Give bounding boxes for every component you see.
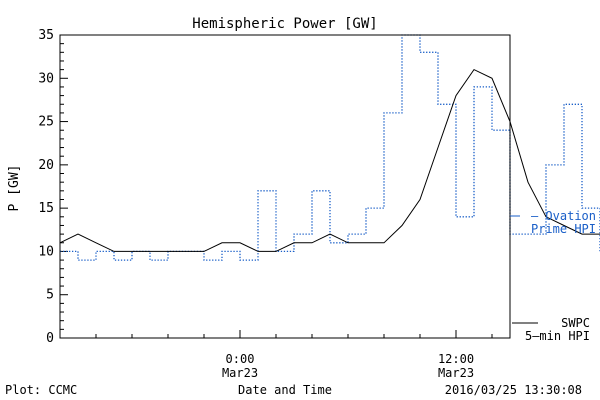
y-tick-label: 30 — [38, 71, 54, 86]
ovation-legend-line-2: Prime HPI — [531, 222, 596, 236]
y-tick-label: 15 — [38, 201, 54, 216]
chart-title: Hemispheric Power [GW] — [192, 16, 377, 32]
y-axis-ticks: 0 5 10 15 20 25 30 35 — [38, 28, 68, 346]
y-tick-label: 20 — [38, 158, 54, 173]
plot-credit: Plot: CCMC — [5, 383, 77, 397]
y-tick-label: 35 — [38, 28, 54, 43]
x-tick-time-label: 0:00 — [226, 352, 255, 366]
swpc-legend-line-2: 5–min HPI — [525, 329, 590, 343]
x-tick-time-label: 12:00 — [438, 352, 474, 366]
x-axis-label: Date and Time — [238, 383, 332, 397]
y-axis-label: P [GW] — [7, 165, 22, 212]
swpc-series-line — [59, 68, 600, 252]
x-axis-ticks: 0:00Mar2312:00Mar230:00Mar2412:00Mar240:… — [59, 330, 493, 380]
plot-timestamp: 2016/03/25 13:30:08 — [445, 383, 582, 397]
ovation-prime-series-line — [60, 34, 600, 261]
plot-frame — [59, 34, 511, 339]
y-tick-label: 10 — [38, 244, 54, 259]
y-tick-label: 5 — [46, 288, 54, 303]
y-tick-label: 25 — [38, 115, 54, 130]
ovation-legend-line-1: — Ovation — [531, 209, 596, 223]
x-tick-date-label: Mar23 — [438, 366, 474, 380]
y-tick-label: 0 — [46, 331, 54, 346]
x-tick-date-label: Mar23 — [222, 366, 258, 380]
swpc-legend-line-1: SWPC — [561, 316, 590, 330]
